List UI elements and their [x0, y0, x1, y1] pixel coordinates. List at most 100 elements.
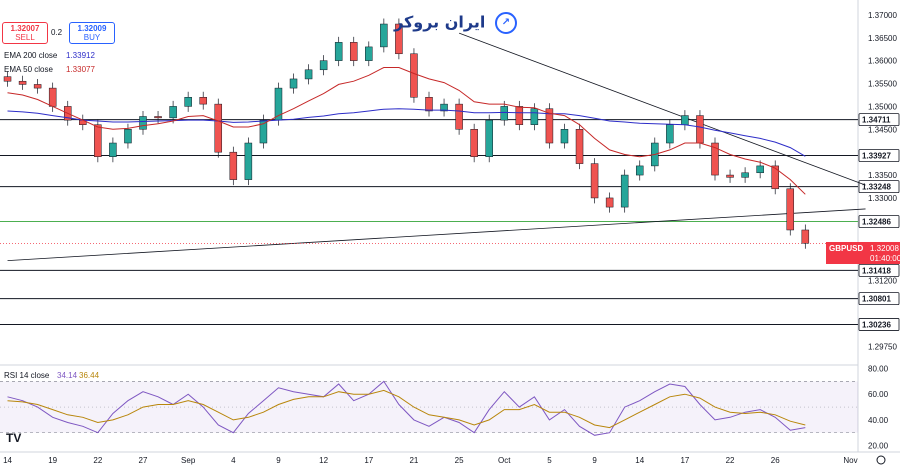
settings-gear-icon: [876, 455, 886, 465]
price-tick-label: 1.34500: [868, 125, 897, 134]
time-tick-label: Nov: [843, 456, 857, 465]
legend-value: 1.33912: [66, 51, 95, 60]
current-price-label: 1.32008: [870, 244, 899, 253]
time-tick-label: 21: [409, 456, 418, 465]
price-tick-label: 1.33000: [868, 194, 897, 203]
candle-body: [154, 116, 162, 119]
rsi-line: [7, 380, 806, 436]
price-tick-label: 1.37000: [868, 11, 897, 20]
tradingview-logo: TV: [6, 431, 21, 445]
candle-body: [756, 165, 764, 174]
level-price-label: 1.32486: [862, 217, 891, 226]
ema200-line: [7, 108, 806, 157]
candle-body: [620, 174, 629, 208]
candle-body: [304, 69, 313, 80]
tradingview-logo-text: TV: [6, 431, 22, 445]
candle-body: [3, 76, 12, 82]
price-tick-label: 1.29750: [868, 343, 897, 352]
time-tick-label: 22: [93, 456, 102, 465]
candle-body: [696, 115, 704, 144]
level-price-tag: [858, 263, 900, 277]
price-tick-label: 1.36000: [868, 57, 897, 66]
rsi-tick-label: 80.00: [868, 365, 889, 374]
level-price-label: 1.30801: [862, 295, 891, 304]
buy-price: 1.32009: [77, 24, 107, 33]
candle-body: [94, 124, 102, 157]
candle-body: [289, 78, 298, 89]
candle-countdown: 01:40:00: [870, 254, 900, 263]
price-tick-label: 1.31200: [868, 276, 897, 285]
sell-price: 1.32007: [10, 24, 40, 33]
level-price-label: 1.33248: [862, 183, 891, 192]
candle-body: [380, 23, 388, 48]
buy-label: BUY: [83, 33, 101, 42]
trendline: [7, 208, 866, 262]
candle-body: [244, 142, 253, 180]
sell-label: SELL: [15, 33, 35, 42]
candle-body: [711, 142, 719, 176]
candle-body: [425, 97, 433, 112]
candle-body: [470, 129, 478, 158]
time-tick-label: 12: [319, 456, 328, 465]
time-tick-label: 4: [231, 456, 236, 465]
candle-body: [726, 174, 734, 178]
candle-body: [786, 188, 795, 231]
broker-logo: ایران بروکر ↗: [394, 12, 517, 34]
time-tick-label: 27: [139, 456, 148, 465]
time-tick-label: 19: [48, 456, 57, 465]
time-tick-label: Sep: [181, 456, 196, 465]
candle-body: [319, 60, 328, 71]
rsi-tick-label: 60.00: [868, 390, 889, 399]
candle-body: [485, 119, 493, 157]
rsi-legend-value: 34.14: [57, 371, 78, 380]
rsi-ma-line: [7, 389, 806, 429]
candle-body: [545, 108, 554, 144]
time-tick-label: 14: [3, 456, 12, 465]
rsi-tick-label: 20.00: [868, 442, 889, 451]
candle-body: [741, 172, 749, 178]
candle-body: [440, 103, 448, 112]
level-price-label: 1.33927: [862, 152, 891, 161]
candle-body: [500, 106, 509, 121]
candle-body: [169, 106, 177, 119]
candle-body: [575, 129, 584, 164]
legend-label: EMA 200 close: [4, 51, 58, 60]
candle-body: [455, 103, 463, 130]
time-tick-label: 26: [771, 456, 780, 465]
candle-body: [139, 116, 147, 130]
candle-body: [771, 165, 779, 190]
rsi-legend-label: RSI 14 close: [4, 371, 50, 380]
candle-body: [395, 23, 403, 55]
candle-body: [199, 97, 207, 105]
legend-value: 1.33077: [66, 65, 95, 74]
time-tick-label: 25: [455, 456, 464, 465]
candle-body: [410, 53, 418, 98]
candle-body: [48, 87, 57, 107]
candle-body: [259, 119, 268, 144]
price-tick-label: 1.36500: [868, 34, 897, 43]
level-price-tag: [858, 180, 900, 193]
price-tick-label: 1.35500: [868, 80, 897, 89]
candle-body: [590, 163, 599, 199]
candle-body: [349, 42, 358, 61]
symbol-price-box: GBPUSD 1.32008 01:40:00: [826, 242, 900, 264]
time-tick-label: 9: [592, 456, 597, 465]
candle-body: [365, 46, 373, 61]
buy-button[interactable]: 1.32009 BUY: [69, 22, 115, 44]
candle-body: [560, 129, 569, 144]
candle-body: [801, 229, 810, 244]
candle-body: [229, 151, 238, 180]
candle-body: [214, 103, 223, 153]
candle-body: [635, 165, 644, 176]
level-price-label: 1.34711: [862, 116, 891, 125]
candle-body: [605, 197, 614, 208]
sell-button[interactable]: 1.32007 SELL: [2, 22, 48, 44]
price-tick-label: 1.33500: [868, 171, 897, 180]
growth-arrow-icon: ↗: [494, 12, 517, 34]
time-tick-label: 17: [364, 456, 373, 465]
time-tick-label: 14: [635, 456, 644, 465]
candle-body: [18, 80, 27, 85]
level-price-label: 1.30236: [862, 320, 891, 329]
time-tick-label: 9: [276, 456, 281, 465]
